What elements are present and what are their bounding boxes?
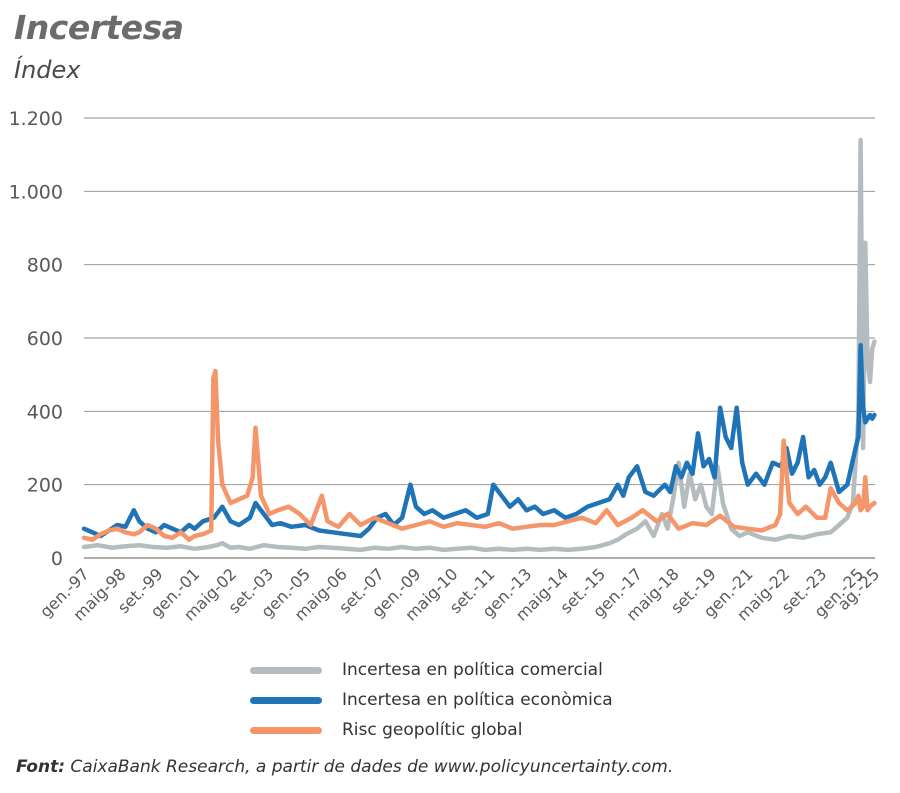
y-axis-label: Índex: [14, 56, 81, 84]
legend-item-economic: Incertesa en política econòmica: [250, 685, 613, 715]
y-tick-label: 400: [27, 401, 63, 423]
legend-swatch-commercial: [250, 666, 322, 674]
y-tick-label: 600: [27, 328, 63, 350]
legend-item-commercial: Incertesa en política comercial: [250, 655, 613, 685]
legend-label-geopolitical: Risc geopolític global: [342, 720, 523, 740]
legend-label-economic: Incertesa en política econòmica: [342, 690, 613, 710]
y-tick-label: 800: [27, 255, 63, 277]
legend-swatch-economic: [250, 696, 322, 704]
chart-title: Incertesa: [14, 8, 184, 47]
series-line-economic: [81, 343, 877, 539]
source-text: CaixaBank Research, a partir de dades de…: [65, 757, 674, 777]
series-line-commercial: [81, 137, 877, 553]
y-tick-label: 200: [27, 475, 63, 497]
series-line-geopolitical: [81, 368, 877, 542]
y-tick-label: 0: [51, 548, 63, 570]
source-note: Font: CaixaBank Research, a partir de da…: [16, 757, 673, 777]
line-chart: 02004006008001.0001.200gen.-97maig-98set…: [9, 108, 884, 625]
source-label: Font:: [16, 757, 65, 777]
chart-legend: Incertesa en política comercial Incertes…: [250, 655, 613, 745]
legend-label-commercial: Incertesa en política comercial: [342, 660, 603, 680]
y-tick-label: 1.000: [9, 181, 63, 203]
y-tick-label: 1.200: [9, 108, 63, 130]
legend-item-geopolitical: Risc geopolític global: [250, 715, 613, 745]
legend-swatch-geopolitical: [250, 726, 322, 734]
